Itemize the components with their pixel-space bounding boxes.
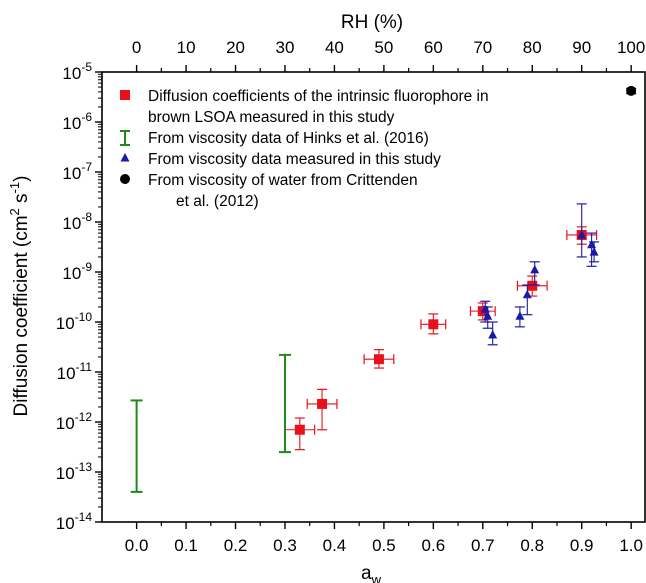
data-point [589,247,599,256]
x-tick-label: 0.8 [520,536,544,555]
data-point [577,229,587,239]
x2-tick-label: 60 [424,38,443,57]
x2-tick-label: 90 [572,38,591,57]
data-point [522,289,532,299]
y-tick-label: 10-11 [57,360,93,383]
series-circle [626,85,637,96]
data-marks-layer [130,85,637,493]
plot-frame [101,71,646,523]
series-square [284,226,598,451]
legend-swatch [120,174,130,184]
y-tick-label: 10-14 [56,510,93,533]
x2-tick-label: 20 [226,38,245,57]
x2-tick-label: 70 [473,38,492,57]
y-axis-title-mid: s [11,193,32,208]
axis-titles: RH (%) aw Diffusion coefficient (cm2 s-1… [7,12,403,583]
x-tick-label: 0.0 [125,536,149,555]
y-tick-label: 10-12 [56,410,93,433]
y-axis-title: Diffusion coefficient (cm2 s-1) [7,176,32,417]
x-tick-label: 1.0 [619,536,643,555]
y-tick-label: 10-6 [62,110,92,133]
legend-label: From viscosity data measured in this stu… [148,151,441,168]
data-point [428,319,439,330]
y-tick-label: 10-9 [62,260,92,283]
x2-tick-label: 80 [523,38,542,57]
x-axis-title: aw [361,563,382,583]
y-axis-title-sup1: 2 [7,208,22,215]
x2-tick-label: 40 [325,38,344,57]
y-tick-label: 10-10 [56,310,93,333]
data-point [587,239,597,249]
data-point [626,85,637,96]
series-triangle [480,203,600,346]
axes-layer: 0.0 0.1 0.2 0.3 0.4 0.5 0.6 0.7 0.8 0.9 1.0 0 10 20 30… [56,38,646,555]
legend-label: Diffusion coefficients of the intrinsic … [148,88,489,105]
x-tick-label: 0.9 [570,536,594,555]
data-point [317,398,328,409]
legend-swatch [120,153,130,162]
data-point [373,354,384,365]
legend: Diffusion coefficients of the intrinsic … [120,88,489,210]
data-point [515,311,525,320]
x2-tick-label: 10 [177,38,196,57]
x-tick-label: 0.7 [471,536,495,555]
x-tick-label: 0.6 [422,536,446,555]
series-range [130,353,291,493]
legend-swatch [120,90,130,100]
x-tick-label: 0.2 [224,536,248,555]
data-point [294,424,305,435]
y-tick-label: 10-7 [62,160,92,183]
x-axis-title-subscript: w [371,572,382,583]
x2-tick-label: 50 [374,38,393,57]
y-tick-label: 10-5 [62,60,92,83]
y-axis-title-end: ) [11,176,32,182]
data-point [527,280,538,291]
data-point [488,329,498,339]
x-tick-label: 0.3 [273,536,297,555]
x2-axis-title: RH (%) [341,12,403,33]
y-axis-title-sup2: -1 [7,182,22,194]
x-tick-label: 0.1 [174,536,198,555]
x-tick-label: 0.5 [372,536,396,555]
x-tick-label: 0.4 [323,536,347,555]
data-point [483,311,493,320]
legend-label: et al. (2012) [176,193,259,210]
legend-label: brown LSOA measured in this study [148,109,395,126]
y-tick-label: 10-13 [56,460,93,483]
data-point [530,264,540,274]
legend-label: From viscosity of water from Crittenden [148,172,418,189]
x2-tick-label: 100 [617,38,645,57]
x2-tick-label: 0 [132,38,141,57]
x2-tick-label: 30 [276,38,295,57]
y-tick-label: 10-8 [62,210,92,233]
legend-label: From viscosity data of Hinks et al. (201… [148,130,429,147]
